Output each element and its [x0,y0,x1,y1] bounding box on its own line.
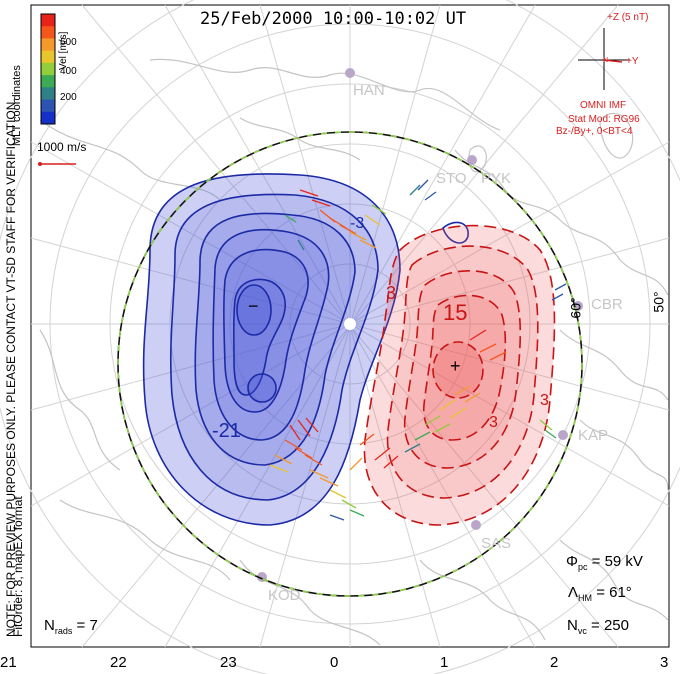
stat-lambda-value: = 61° [592,584,632,601]
stat-lambda-sub: HM [578,593,593,603]
station-label-cbr: CBR [591,296,623,313]
potential-min-marker: − [248,296,259,316]
colorbar-swatch [41,62,55,76]
mlt-tick-label: 23 [220,654,237,671]
colorbar-swatch [41,38,55,52]
colorbar-swatch [41,14,55,27]
stat-nvc-sub: vc [577,626,587,636]
colorbar-outline [40,13,56,125]
stat-nrads-value: = 7 [72,617,98,634]
imf-title: +Z (5 nT) [607,12,649,23]
mlt-tick-label: 22 [110,654,127,671]
imf-small-mark: N [603,57,609,64]
contour-label-pos3-b: 3 [540,392,549,409]
stat-nvc-symbol: N [567,617,578,634]
colorbar-swatch [41,99,55,113]
pole-marker [344,318,356,330]
negative-cell [142,173,469,526]
velocity-vectors [269,179,567,521]
velocity-colorbar [40,13,56,125]
stat-phi-value: = 59 kV [587,553,643,570]
colorbar-swatch [41,50,55,64]
stat-phi-symbol: Φ [566,553,578,570]
station-sto-marker [467,155,477,165]
stat-nvc-value: = 250 [586,617,629,634]
imf-clock [578,28,630,90]
latitude-label-50: 50° [650,291,667,313]
imf-source: OMNI IMF [580,100,627,111]
colorbar-swatch [41,111,55,125]
contour-label-pos15: 15 [443,300,468,325]
station-label-pyk: PYK [481,170,512,187]
imf-axis-label: +Y [626,56,639,67]
colorbar-tick-200: 200 [60,92,77,103]
potential-max-marker: + [450,356,461,376]
station-label-sto: STO [436,170,467,187]
contour-label-pos3-a: 3 [386,283,397,303]
hm-boundary-dash [117,131,583,597]
station-markers [257,68,583,582]
imf-condition: Bz-/By+, 0<BT<4 [556,126,633,137]
mlt-axis: 21 22 23 0 1 2 3 [0,654,680,674]
mlt-tick-label: 3 [660,654,669,671]
fit-order-note: FitOrder: 8, mapEX format [11,496,25,637]
map-title: 25/Feb/2000 10:00-10:02 UT [200,9,467,29]
mlt-tick-label: 2 [550,654,559,671]
station-han-marker [345,68,355,78]
stat-phi-sub: pc [577,562,588,572]
stat-lambda-symbol: Λ [568,584,579,601]
colorbar-tick-600: 600 [60,37,77,48]
colorbar-swatch [41,75,55,88]
station-sas-marker [471,520,481,530]
stat-phi-pc: Φpc = 59 kV [566,553,643,572]
stat-nrads-sub: rads [54,626,73,636]
colorbar-swatch [41,26,55,39]
station-label-kap: KAP [578,427,609,444]
mlt-tick-label: 1 [440,654,449,671]
reference-vector-label: 1000 m/s [37,140,87,154]
mlt-tick-label: 0 [330,654,339,671]
contour-label-neg21: -21 [212,420,241,442]
stat-nrads-symbol: N [44,617,55,634]
reference-vector-base [38,162,42,166]
station-kap-marker [558,430,568,440]
station-label-sas: SAS [481,535,512,552]
imf-model: Stat Mod: RG96 [568,114,640,125]
colorbar-tick-400: 400 [60,66,77,77]
contour-label-pos3-c: 3 [489,414,498,431]
mlt-tick-label: 21 [0,654,17,671]
stat-n-rads: Nrads = 7 [44,617,98,636]
contour-label-neg3: -3 [350,215,365,232]
station-label-kod: KOD [268,587,301,604]
station-label-han: HAN [353,82,385,99]
colorbar-swatch [41,87,55,101]
stat-lambda-hm: ΛHM = 61° [568,584,632,603]
latitude-label-60: 60° [567,297,584,319]
stat-n-vc: Nvc = 250 [567,617,629,636]
